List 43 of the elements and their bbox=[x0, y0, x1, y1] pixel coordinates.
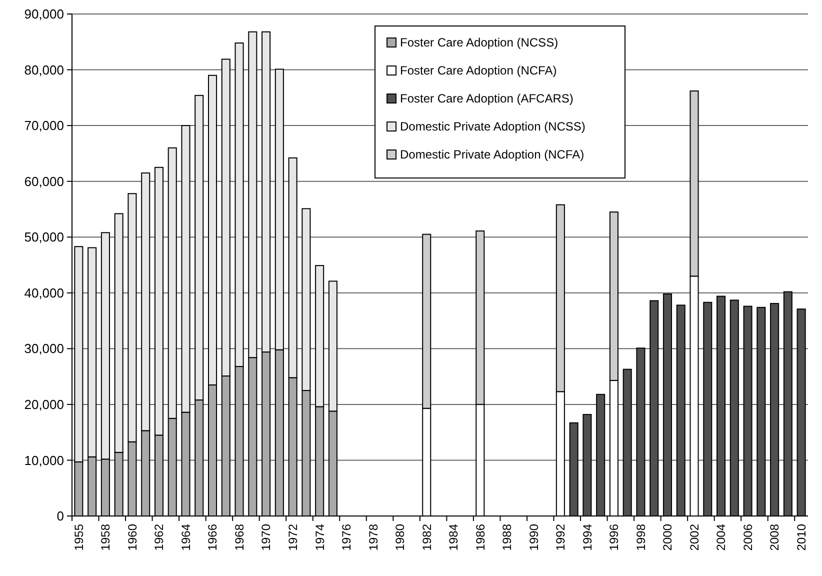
x-tick-label: 1972 bbox=[286, 524, 300, 551]
y-tick-label: 80,000 bbox=[24, 62, 64, 78]
x-tick-label: 1964 bbox=[178, 524, 193, 551]
y-tick-label: 30,000 bbox=[24, 341, 64, 356]
x-tick-label: 1960 bbox=[125, 524, 140, 551]
x-tick-label: 1980 bbox=[393, 524, 408, 551]
x-tick-label: 1986 bbox=[473, 524, 488, 551]
x-tick-label: 1996 bbox=[607, 524, 622, 551]
x-tick-label: 1990 bbox=[526, 524, 541, 551]
y-tick-label: 0 bbox=[56, 508, 64, 524]
y-tick-label: 60,000 bbox=[24, 174, 64, 189]
legend-label: Foster Care Adoption (NCFA) bbox=[400, 64, 557, 78]
y-tick-label: 50,000 bbox=[24, 230, 64, 245]
y-tick-label: 40,000 bbox=[24, 285, 64, 300]
legend-label: Foster Care Adoption (AFCARS) bbox=[400, 92, 574, 106]
x-tick-label: 1976 bbox=[340, 524, 354, 551]
y-tick-label: 10,000 bbox=[24, 452, 64, 468]
x-tick-label: 1982 bbox=[420, 524, 434, 551]
x-tick-label: 1974 bbox=[312, 524, 327, 551]
legend-label: Foster Care Adoption (NCSS) bbox=[400, 36, 558, 50]
x-tick-label: 2002 bbox=[687, 524, 702, 551]
x-tick-label: 2000 bbox=[660, 524, 675, 551]
x-tick-label: 2010 bbox=[794, 524, 809, 551]
x-tick-label: 2008 bbox=[768, 524, 782, 551]
x-tick-label: 1962 bbox=[152, 524, 166, 551]
x-tick-label: 1992 bbox=[554, 524, 568, 551]
x-tick-label: 2006 bbox=[740, 524, 755, 551]
x-tick-label: 1970 bbox=[259, 524, 274, 551]
x-tick-label: 1978 bbox=[366, 524, 380, 551]
y-tick-label: 90,000 bbox=[24, 6, 64, 22]
x-tick-label: 1994 bbox=[580, 524, 594, 551]
x-tick-label: 2004 bbox=[714, 524, 728, 551]
y-tick-label: 20,000 bbox=[24, 396, 64, 412]
x-tick-label: 1958 bbox=[98, 524, 113, 551]
legend-label: Domestic Private Adoption (NCSS) bbox=[400, 120, 586, 134]
x-tick-label: 1968 bbox=[232, 524, 246, 551]
x-tick-label: 1966 bbox=[206, 524, 220, 551]
legend-label: Domestic Private Adoption (NCFA) bbox=[400, 148, 584, 162]
x-tick-label: 1955 bbox=[72, 524, 86, 551]
x-tick-label: 1984 bbox=[446, 524, 461, 551]
x-tick-label: 1988 bbox=[500, 524, 514, 551]
x-tick-label: 1998 bbox=[634, 524, 648, 551]
y-tick-label: 70,000 bbox=[24, 118, 64, 134]
